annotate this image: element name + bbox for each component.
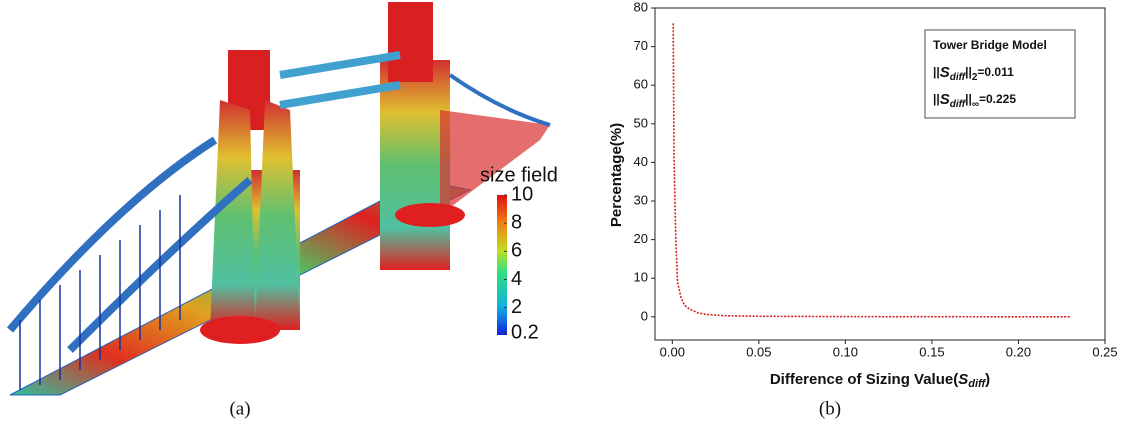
- data-line: [672, 23, 1071, 318]
- tower-top: [388, 2, 433, 82]
- text-part: diff: [968, 378, 986, 390]
- x-tick-label: 0.05: [746, 344, 771, 359]
- annotation: ||Sdiff||∞=0.225: [933, 91, 1016, 110]
- y-tick-label: 40: [634, 154, 648, 169]
- text-part: S: [940, 64, 950, 81]
- text-part: ||: [933, 65, 940, 79]
- x-tick-label: 0.25: [1092, 344, 1117, 359]
- text-part: ∞: [972, 99, 979, 110]
- y-tick-label: 20: [634, 231, 648, 246]
- text-part: ||: [965, 92, 972, 106]
- text-part: Tower Bridge Model: [933, 38, 1047, 52]
- bridge-rendering: [6, 2, 551, 396]
- text-part: S: [958, 371, 968, 388]
- x-axis-label: Difference of Sizing Value(Sdiff): [770, 371, 990, 390]
- text-part: 2: [972, 72, 978, 83]
- x-tick-label: 0.20: [1006, 344, 1031, 359]
- colorbar: [497, 195, 507, 335]
- text-part: Difference of Sizing Value(: [770, 371, 958, 388]
- y-tick-label: 30: [634, 192, 648, 207]
- y-tick-label: 0: [641, 308, 648, 323]
- text-part: diff: [950, 99, 967, 110]
- colorbar-tick-label: 4: [511, 268, 522, 290]
- x-tick-label: 0.00: [660, 344, 685, 359]
- colorbar-tick-label: 8: [511, 211, 522, 233]
- colorbar-tick-label: 6: [511, 240, 522, 262]
- text-part: diff: [950, 72, 967, 83]
- text-part: ||: [933, 92, 940, 106]
- annotation: Tower Bridge Model: [933, 38, 1047, 52]
- y-tick-label: 50: [634, 115, 648, 130]
- colorbar-title: size field: [480, 164, 558, 186]
- colorbar-tick-label: 10: [511, 183, 533, 205]
- y-tick-label: 70: [634, 38, 648, 53]
- caption: (a): [229, 398, 250, 419]
- x-tick-label: 0.15: [919, 344, 944, 359]
- text-part: =0.225: [979, 92, 1016, 106]
- text-part: ): [985, 371, 990, 388]
- text-part: S: [940, 91, 950, 108]
- caption: (b): [819, 398, 841, 419]
- legend-box: [924, 29, 1076, 119]
- y-tick-label: 60: [634, 77, 648, 92]
- annotation: ||Sdiff||2=0.011: [933, 64, 1014, 83]
- x-tick-label: 0.10: [833, 344, 858, 359]
- y-tick-label: 10: [634, 270, 648, 285]
- text-part: ||: [965, 65, 972, 79]
- text-part: =0.011: [977, 65, 1014, 79]
- plot-frame: [654, 7, 1106, 341]
- colorbar-tick-label: 2: [511, 296, 522, 318]
- y-tick-label: 80: [634, 0, 648, 14]
- y-axis-label: Percentage(%): [608, 123, 625, 227]
- colorbar-tick-label: 0.2: [511, 321, 539, 343]
